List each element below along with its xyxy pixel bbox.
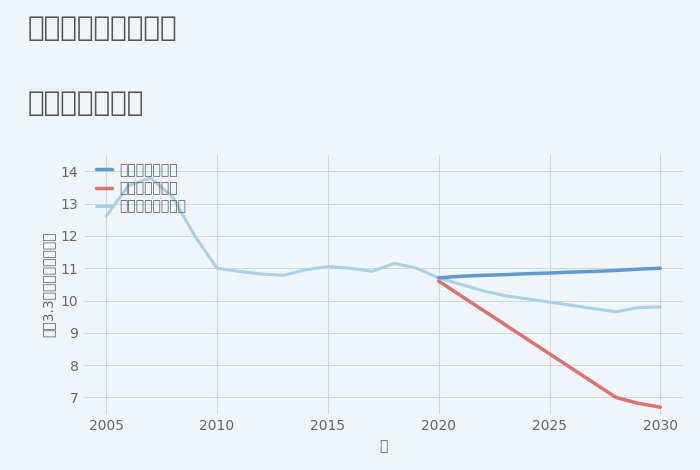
- グッドシナリオ: [545, 270, 554, 276]
- Text: 土地の価格推移: 土地の価格推移: [28, 89, 144, 118]
- Line: グッドシナリオ: グッドシナリオ: [439, 268, 660, 278]
- ノーマルシナリオ: [102, 214, 111, 219]
- ノーマルシナリオ: [545, 299, 554, 305]
- Line: ノーマルシナリオ: ノーマルシナリオ: [106, 178, 660, 312]
- ノーマルシナリオ: [523, 296, 531, 302]
- ノーマルシナリオ: [323, 264, 332, 269]
- ノーマルシナリオ: [146, 175, 155, 180]
- ノーマルシナリオ: [456, 282, 465, 287]
- バッドシナリオ: [589, 380, 598, 386]
- グッドシナリオ: [656, 266, 664, 271]
- バッドシナリオ: [656, 404, 664, 410]
- グッドシナリオ: [479, 273, 487, 278]
- グッドシナリオ: [612, 267, 620, 273]
- ノーマルシナリオ: [257, 271, 265, 277]
- ノーマルシナリオ: [213, 266, 221, 271]
- グッドシナリオ: [435, 275, 443, 281]
- グッドシナリオ: [634, 266, 643, 272]
- バッドシナリオ: [456, 293, 465, 298]
- バッドシナリオ: [479, 307, 487, 313]
- ノーマルシナリオ: [302, 267, 310, 273]
- バッドシナリオ: [568, 366, 576, 371]
- ノーマルシナリオ: [124, 183, 132, 188]
- Legend: グッドシナリオ, バッドシナリオ, ノーマルシナリオ: グッドシナリオ, バッドシナリオ, ノーマルシナリオ: [90, 157, 192, 219]
- Text: 岐阜県関市河合町の: 岐阜県関市河合町の: [28, 14, 178, 42]
- ノーマルシナリオ: [346, 266, 354, 271]
- グッドシナリオ: [523, 271, 531, 276]
- バッドシナリオ: [501, 322, 510, 328]
- ノーマルシナリオ: [568, 303, 576, 308]
- X-axis label: 年: 年: [379, 439, 387, 453]
- Y-axis label: 平（3.3㎡）単価（万円）: 平（3.3㎡）単価（万円）: [41, 232, 55, 337]
- グッドシナリオ: [456, 274, 465, 279]
- バッドシナリオ: [545, 351, 554, 357]
- ノーマルシナリオ: [390, 260, 398, 266]
- ノーマルシナリオ: [501, 293, 510, 298]
- グッドシナリオ: [568, 269, 576, 275]
- ノーマルシナリオ: [412, 266, 421, 271]
- グッドシナリオ: [501, 272, 510, 277]
- グッドシナリオ: [589, 268, 598, 274]
- バッドシナリオ: [435, 278, 443, 284]
- ノーマルシナリオ: [435, 275, 443, 281]
- バッドシナリオ: [634, 400, 643, 406]
- ノーマルシナリオ: [589, 306, 598, 312]
- ノーマルシナリオ: [479, 288, 487, 294]
- ノーマルシナリオ: [656, 304, 664, 310]
- ノーマルシナリオ: [368, 268, 377, 274]
- Line: バッドシナリオ: バッドシナリオ: [439, 281, 660, 407]
- ノーマルシナリオ: [634, 305, 643, 310]
- ノーマルシナリオ: [190, 233, 199, 239]
- ノーマルシナリオ: [279, 273, 288, 278]
- ノーマルシナリオ: [235, 268, 244, 274]
- バッドシナリオ: [612, 395, 620, 400]
- ノーマルシナリオ: [612, 309, 620, 314]
- ノーマルシナリオ: [169, 194, 177, 200]
- バッドシナリオ: [523, 337, 531, 342]
